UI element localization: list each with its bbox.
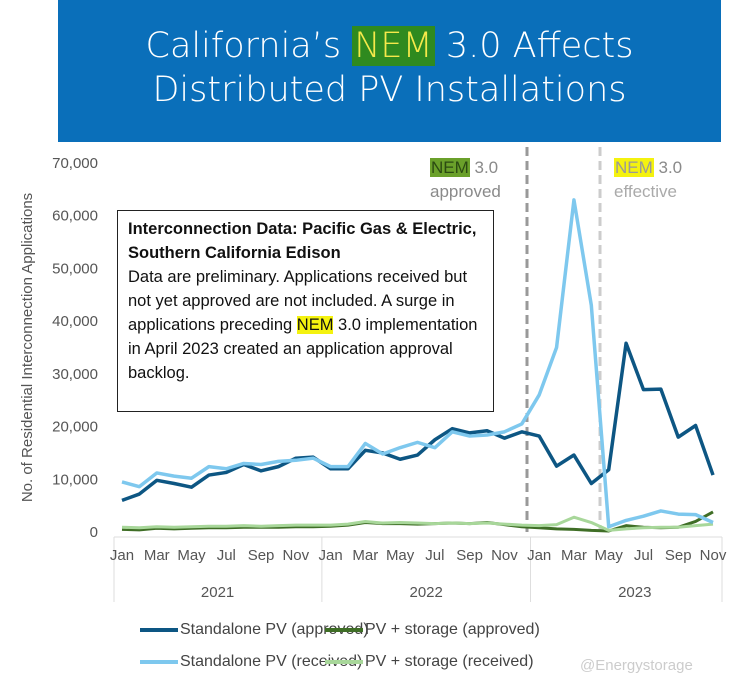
title-line-1: California’s NEM 3.0 Affects [145, 26, 634, 66]
watermark: @Energystorage [580, 657, 693, 674]
legend-standalone-received: Standalone PV (received) [140, 653, 362, 671]
x-tick-label: Jul [425, 547, 444, 564]
y-tick-label: 50,000 [52, 260, 98, 277]
legend-standalone-approved: Standalone PV (approved) [140, 621, 369, 639]
nem-highlight: NEM [352, 26, 435, 66]
legend-storage-received: PV + storage (received) [325, 653, 534, 671]
x-tick-label: May [177, 547, 206, 564]
x-tick-label: Jul [634, 547, 653, 564]
y-tick-label: 30,000 [52, 366, 98, 383]
info-note: Interconnection Data: Pacific Gas & Elec… [117, 210, 494, 412]
year-label: 2021 [201, 584, 234, 601]
x-tick-label: May [595, 547, 624, 564]
x-tick-label: Mar [144, 547, 170, 564]
x-tick-label: Jul [217, 547, 236, 564]
y-tick-label: 20,000 [52, 419, 98, 436]
x-tick-label: Sep [456, 547, 483, 564]
x-tick-label: Jan [527, 547, 551, 564]
y-tick-label: 60,000 [52, 208, 98, 225]
y-tick-label: 0 [90, 524, 98, 541]
y-tick-label: 40,000 [52, 313, 98, 330]
x-tick-label: Jan [318, 547, 342, 564]
year-label: 2023 [618, 584, 651, 601]
x-tick-label: Sep [665, 547, 692, 564]
x-tick-label: Nov [700, 547, 727, 564]
year-label: 2022 [410, 584, 443, 601]
y-tick-label: 10,000 [52, 471, 98, 488]
series-line-standalone-pv-approved- [121, 341, 715, 503]
annotation-approved: NEM 3.0 approved [430, 158, 501, 201]
y-axis-label: No. of Residential Interconnection Appli… [19, 193, 36, 502]
line-chart: 0 10,000 20,000 30,000 40,000 50,000 60,000 70,… [19, 147, 727, 602]
y-tick-label: 70,000 [52, 155, 98, 172]
x-tick-label: Sep [248, 547, 275, 564]
series-line-standalone-pv-received- [121, 198, 714, 529]
series-line-pv-storage-received- [121, 515, 714, 532]
legend-storage-approved: PV + storage (approved) [325, 621, 540, 639]
x-tick-label: May [386, 547, 415, 564]
title-banner: California’s NEM 3.0 Affects Distributed… [58, 0, 721, 142]
title-line-2: Distributed PV Installations [152, 70, 627, 110]
x-tick-label: Nov [491, 547, 518, 564]
x-tick-label: Nov [282, 547, 309, 564]
x-tick-label: Mar [352, 547, 378, 564]
x-tick-label: Jan [110, 547, 134, 564]
x-tick-label: Mar [561, 547, 587, 564]
note-title: Interconnection Data: Pacific Gas & Elec… [128, 220, 477, 262]
annotation-effective: NEM 3.0 effective [614, 158, 683, 201]
